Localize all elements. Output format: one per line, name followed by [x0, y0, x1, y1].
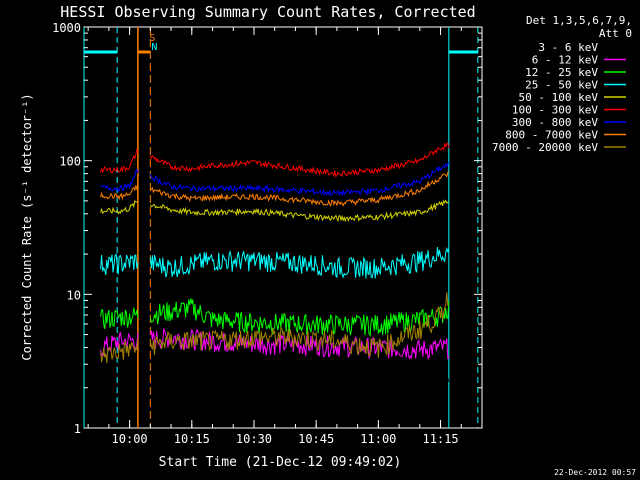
legend-label: 100 - 300 keV: [512, 104, 598, 117]
y-tick-label: 10: [67, 288, 81, 302]
saa-label: S: [149, 33, 155, 44]
timestamp: 22-Dec-2012 00:57: [554, 468, 636, 477]
legend-label: 300 - 800 keV: [512, 116, 598, 129]
legend-label: 12 - 25 keV: [525, 66, 598, 79]
series-line: [100, 298, 450, 337]
series-line: [183, 369, 450, 414]
x-tick-label: 10:45: [298, 432, 334, 446]
series-line: [100, 171, 450, 207]
y-tick-label: 1000: [52, 21, 81, 35]
x-tick-label: 11:15: [422, 432, 458, 446]
axes: 10:00 10:15 10:30 10:45 11:00 11:15 1 10 100 1000: [52, 21, 483, 446]
legend-header-line2: Att 0: [599, 27, 632, 40]
x-tick-label: 11:00: [360, 432, 396, 446]
night-label: N: [151, 42, 157, 53]
legend-label: 7000 - 20000 keV: [492, 141, 598, 154]
legend-label: 25 - 50 keV: [525, 79, 598, 92]
y-axis-label: Corrected Count Rate (s⁻¹ detector⁻¹): [20, 93, 34, 360]
legend-label: 3 - 6 keV: [538, 41, 598, 54]
x-tick-label: 10:00: [112, 432, 148, 446]
series-line: [100, 141, 450, 178]
series-line: [100, 161, 450, 197]
legend-header-line1: Det 1,3,5,6,7,9,: [526, 14, 632, 27]
series-line: [100, 199, 449, 223]
legend-label: 800 - 7000 keV: [505, 129, 598, 142]
plot-frame: [83, 26, 483, 429]
chart-title: HESSI Observing Summary Count Rates, Cor…: [60, 3, 475, 21]
plot-area: SN: [83, 27, 479, 428]
x-tick-label: 10:15: [174, 432, 210, 446]
legend-label: 6 - 12 keV: [532, 54, 599, 67]
legend-label: 50 - 100 keV: [519, 91, 599, 104]
series-line: [100, 292, 449, 364]
y-tick-label: 1: [74, 422, 81, 436]
series-line: [100, 247, 450, 279]
x-axis-label: Start Time (21-Dec-12 09:49:02): [159, 455, 402, 470]
x-tick-label: 10:30: [236, 432, 272, 446]
y-tick-label: 100: [59, 155, 81, 169]
